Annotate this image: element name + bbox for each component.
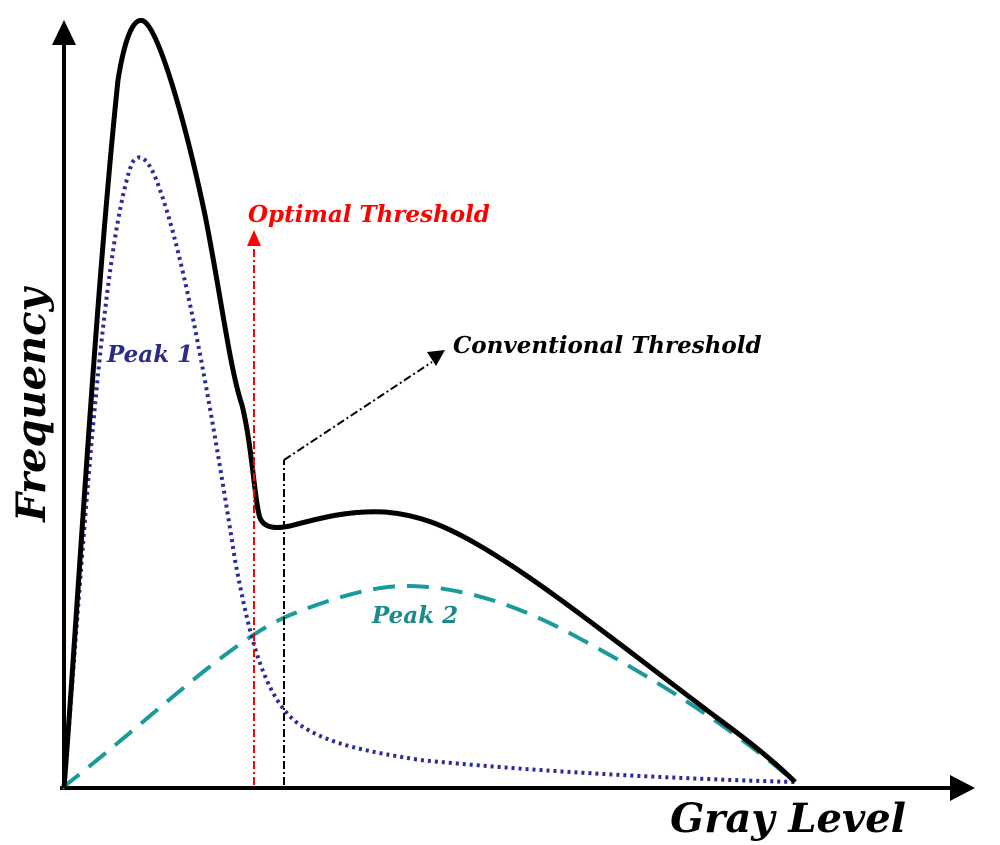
- axes: [52, 20, 975, 801]
- conventional-threshold-pointer: [283, 361, 433, 461]
- conventional-threshold-label: Conventional Threshold: [453, 332, 762, 359]
- conventional-threshold-arrow: [427, 350, 445, 366]
- y-axis-label: Frequency: [8, 286, 55, 523]
- conventional-threshold-marker: [283, 350, 445, 785]
- peak2-label: Peak 2: [371, 602, 458, 629]
- optimal-threshold-label: Optimal Threshold: [248, 201, 490, 228]
- peak2-curve: [60, 583, 797, 790]
- optimal-threshold-marker: [247, 230, 261, 785]
- y-axis-arrow: [52, 20, 76, 45]
- total-histogram-curve: [61, 18, 797, 789]
- peak1-curve: [62, 155, 796, 789]
- optimal-threshold-arrow: [247, 230, 261, 246]
- x-axis-label: Gray Level: [670, 795, 906, 842]
- peak1-label: Peak 1: [106, 341, 193, 368]
- x-axis-arrow: [950, 775, 975, 801]
